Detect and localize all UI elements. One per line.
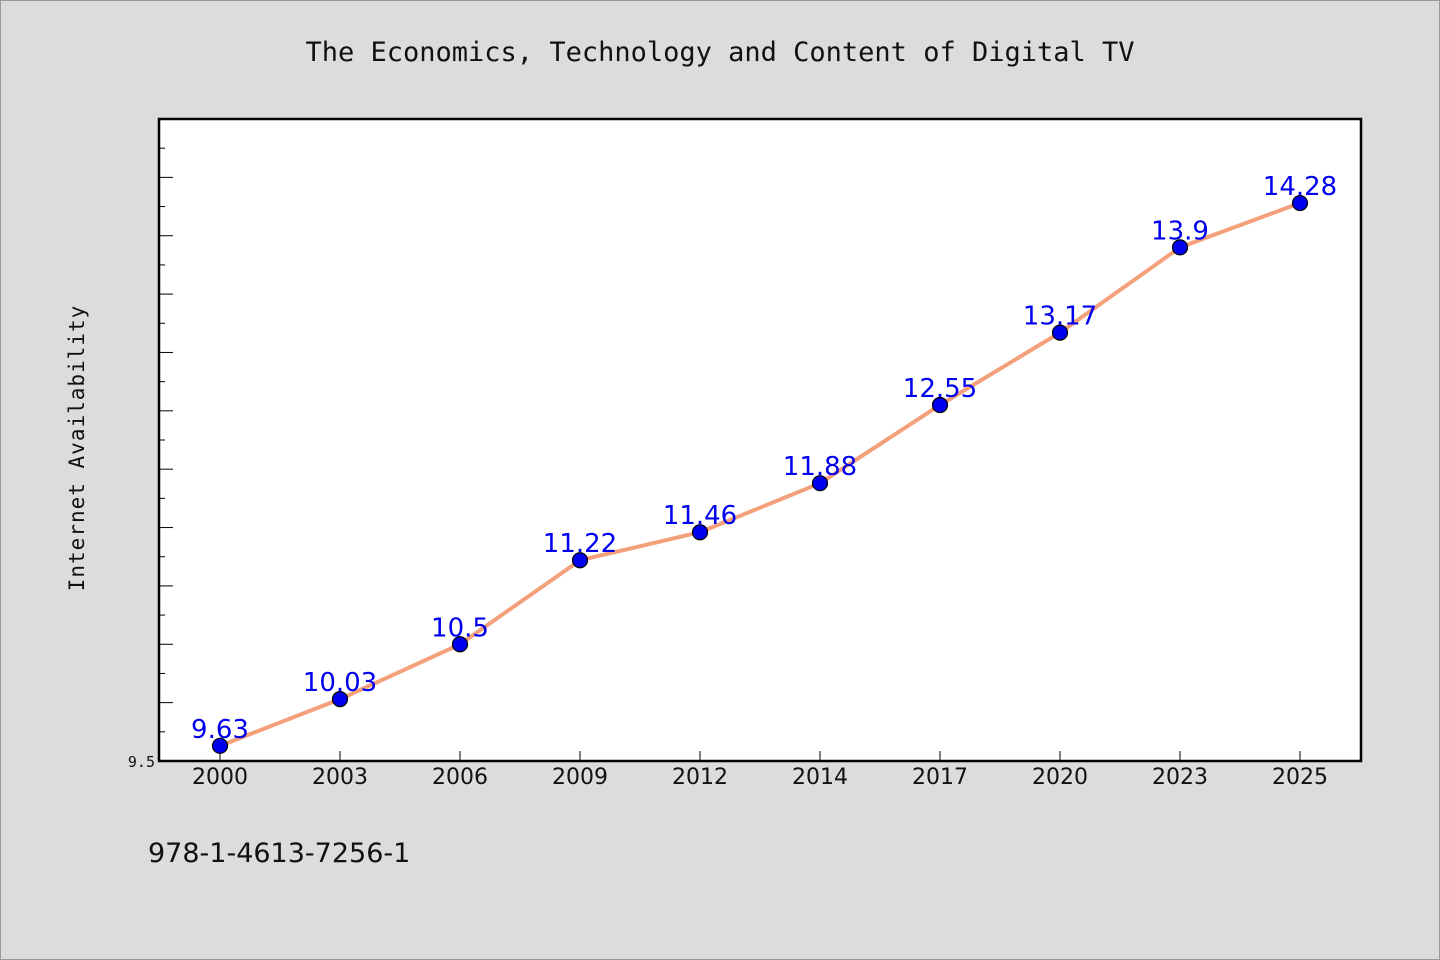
x-tick-label: 2020 bbox=[1032, 765, 1088, 790]
data-label: 10.03 bbox=[303, 668, 377, 698]
data-point bbox=[1171, 239, 1189, 256]
x-tick-label: 2009 bbox=[552, 765, 608, 790]
data-series: 9.63 10.03 10.5 11.22 11.46 11.88 12.55 13.17 13… bbox=[191, 172, 1337, 754]
x-tick-label: 2000 bbox=[192, 765, 248, 790]
series-line bbox=[218, 201, 1302, 748]
y-tick-label: 9.5 bbox=[128, 753, 155, 771]
x-tick-label: 2017 bbox=[912, 765, 968, 790]
x-axis-ticks: 2000 2003 2006 2009 2012 2014 2017 2020 2023 2025 bbox=[192, 751, 1328, 790]
data-label: 12.55 bbox=[903, 374, 977, 404]
data-label: 9.63 bbox=[191, 715, 249, 745]
data-label: 14.28 bbox=[1263, 172, 1337, 202]
data-label: 11.22 bbox=[543, 529, 617, 559]
data-point bbox=[1291, 194, 1309, 212]
data-label: 13.9 bbox=[1151, 216, 1209, 246]
x-tick-label: 2025 bbox=[1272, 765, 1328, 790]
footer-isbn: 978-1-4613-7256-1 bbox=[148, 838, 410, 869]
x-tick-label: 2006 bbox=[432, 765, 488, 790]
data-label: 10.5 bbox=[431, 613, 489, 643]
data-point bbox=[1051, 324, 1069, 341]
data-point bbox=[931, 396, 949, 414]
data-point bbox=[811, 475, 829, 492]
chart-title: The Economics, Technology and Content of… bbox=[305, 37, 1134, 68]
x-tick-label: 2012 bbox=[672, 765, 728, 790]
data-point bbox=[691, 524, 709, 541]
y-axis-ticks: 9.5 bbox=[128, 147, 173, 771]
data-label: 11.46 bbox=[663, 501, 737, 531]
data-label: 11.88 bbox=[783, 452, 857, 482]
data-point bbox=[571, 552, 589, 569]
x-tick-label: 2003 bbox=[312, 765, 368, 790]
plot-area bbox=[157, 117, 1363, 763]
x-tick-label: 2014 bbox=[792, 765, 848, 790]
data-label: 13.17 bbox=[1023, 302, 1097, 332]
data-point bbox=[331, 691, 349, 708]
data-point bbox=[211, 737, 229, 754]
y-axis-label: Internet Availability bbox=[65, 305, 89, 592]
data-point bbox=[451, 636, 469, 653]
x-tick-label: 2023 bbox=[1152, 765, 1208, 790]
